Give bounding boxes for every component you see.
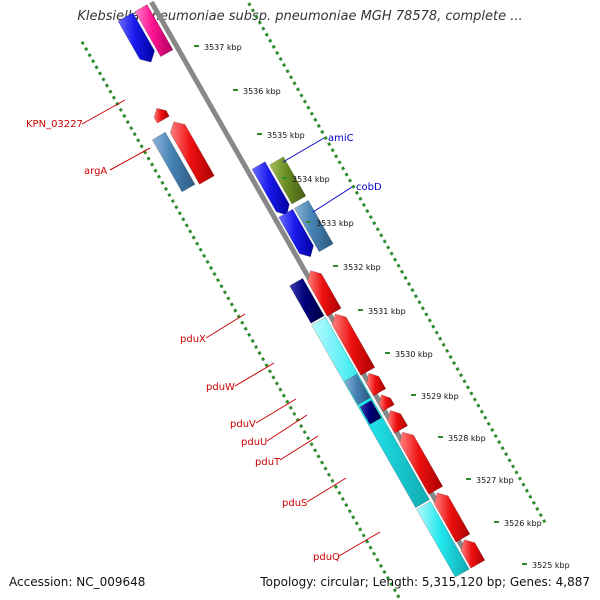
- gene-box: [416, 500, 470, 578]
- outer-dotted-track: [245, 0, 548, 526]
- gene-label-cobd: cobD: [356, 182, 382, 193]
- gene-arrow: [378, 394, 395, 412]
- gene-box: [293, 199, 334, 253]
- inner-dotted-track: [80, 40, 403, 600]
- kbp-tick-label: 3532 kbp: [343, 263, 381, 272]
- gene-label-leader: [255, 398, 297, 424]
- gene-arrow: [169, 121, 215, 185]
- kbp-tick-label: 3533 kbp: [316, 219, 354, 228]
- inner-dotted-line: [80, 40, 403, 600]
- accession-text: Accession: NC_009648: [9, 575, 146, 589]
- gene-arrow: [251, 161, 290, 216]
- gene-label-arga: argA: [84, 166, 107, 177]
- gene-arrow: [387, 410, 409, 434]
- gene-box: [344, 373, 371, 406]
- gene-label-leader: [266, 414, 308, 442]
- gene-features: [117, 4, 486, 578]
- gene-label-leader: [81, 99, 126, 125]
- genome-summary-text: Topology: circular; Length: 5,315,120 bp…: [260, 575, 590, 589]
- gene-arrow: [460, 539, 486, 569]
- gene-label-pduv: pduV: [230, 419, 256, 430]
- gene-label-kpn-03227: KPN_03227: [26, 119, 83, 130]
- gene-arrow: [153, 107, 170, 124]
- gene-label-leader: [234, 362, 275, 387]
- kbp-tick-label: 3527 kbp: [476, 476, 514, 485]
- kbp-tick-label: 3525 kbp: [532, 561, 570, 570]
- gene-box: [269, 156, 307, 205]
- gene-label-leader: [205, 313, 246, 339]
- gene-arrow: [366, 372, 387, 397]
- map-title: Klebsiella pneumoniae subsp. pneumoniae …: [77, 9, 523, 24]
- kbp-tick-label: 3530 kbp: [395, 350, 433, 359]
- gene-label-leader: [282, 137, 325, 163]
- gene-box: [289, 277, 325, 324]
- gene-label-pduw: pduW: [206, 382, 235, 393]
- gene-box: [151, 131, 196, 193]
- gene-arrow: [117, 12, 155, 63]
- kbp-tick-label: 3534 kbp: [292, 175, 330, 184]
- gene-arrow: [331, 313, 376, 376]
- kbp-tick-label: 3535 kbp: [267, 131, 305, 140]
- gene-box: [134, 4, 174, 58]
- outer-dotted-line: [245, 0, 548, 526]
- gene-labels: KPN_03227 argA amiC cobD pduX pduW pduV pduU pdu…: [26, 99, 382, 563]
- gene-label-leader: [306, 477, 347, 503]
- gene-arrow: [307, 270, 342, 317]
- kbp-tick-labels: 3537 kbp 3536 kbp 3535 kbp 3534 kbp 3533 kbp…: [194, 43, 570, 570]
- kbp-tick-label: 3526 kbp: [504, 519, 542, 528]
- gene-arrow: [399, 431, 444, 495]
- gene-label-leader: [279, 435, 319, 461]
- gene-box: [359, 400, 382, 425]
- gene-arrow: [278, 208, 314, 258]
- kbp-tick-label: 3537 kbp: [204, 43, 242, 52]
- kbp-tick-label: 3528 kbp: [448, 434, 486, 443]
- kbp-tick-label: 3531 kbp: [368, 307, 406, 316]
- gene-label-pdus: pduS: [282, 498, 307, 509]
- kbp-tick-label: 3536 kbp: [243, 87, 281, 96]
- gene-label-pdux: pduX: [180, 334, 206, 345]
- gene-label-pduu: pduU: [241, 437, 267, 448]
- gene-label-pduq: pduQ: [313, 552, 340, 563]
- gene-label-pdut: pduT: [255, 457, 281, 468]
- kbp-tick-label: 3529 kbp: [421, 392, 459, 401]
- gene-arrow: [433, 492, 471, 543]
- gene-label-amic: amiC: [328, 133, 354, 144]
- gene-label-leader: [312, 186, 353, 213]
- gene-label-leader: [338, 531, 381, 557]
- gene-label-leader: [109, 147, 151, 171]
